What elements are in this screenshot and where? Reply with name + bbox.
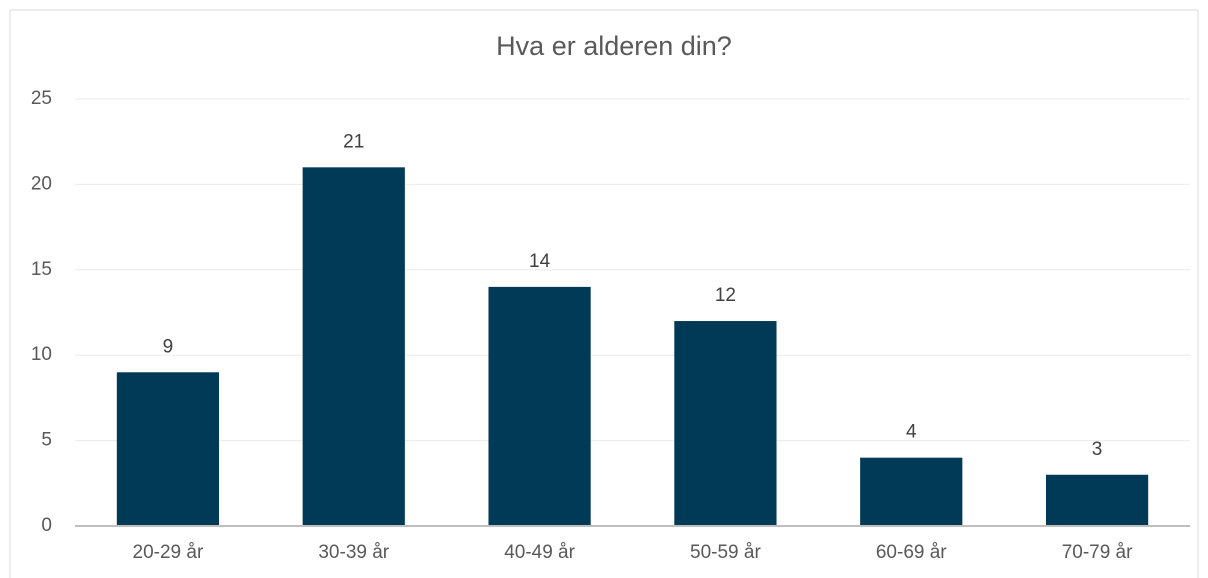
chart-title: Hva er alderen din? <box>496 31 732 61</box>
data-label: 12 <box>715 285 736 306</box>
data-label: 14 <box>529 251 551 272</box>
x-tick-label: 30-39 år <box>318 542 389 563</box>
bar <box>674 321 777 526</box>
bar <box>1045 474 1149 526</box>
x-tick-label: 60-69 år <box>876 542 947 563</box>
y-tick-label: 20 <box>31 173 52 194</box>
data-label: 3 <box>1092 439 1103 460</box>
bar <box>488 286 591 526</box>
bar <box>860 457 963 526</box>
y-tick-label: 0 <box>41 515 52 536</box>
x-tick-label: 40-49 år <box>504 542 575 563</box>
y-tick-label: 10 <box>31 344 52 365</box>
y-tick-label: 5 <box>41 430 52 451</box>
bar <box>116 372 220 526</box>
y-tick-label: 15 <box>31 259 52 280</box>
bar <box>302 167 405 526</box>
x-tick-label: 20-29 år <box>133 542 204 563</box>
x-tick-label: 70-79 år <box>1062 542 1133 563</box>
data-label: 21 <box>343 131 364 152</box>
x-tick-label: 50-59 år <box>690 542 761 563</box>
data-label: 4 <box>906 422 917 443</box>
data-label: 9 <box>163 336 174 357</box>
y-tick-label: 25 <box>31 88 52 109</box>
